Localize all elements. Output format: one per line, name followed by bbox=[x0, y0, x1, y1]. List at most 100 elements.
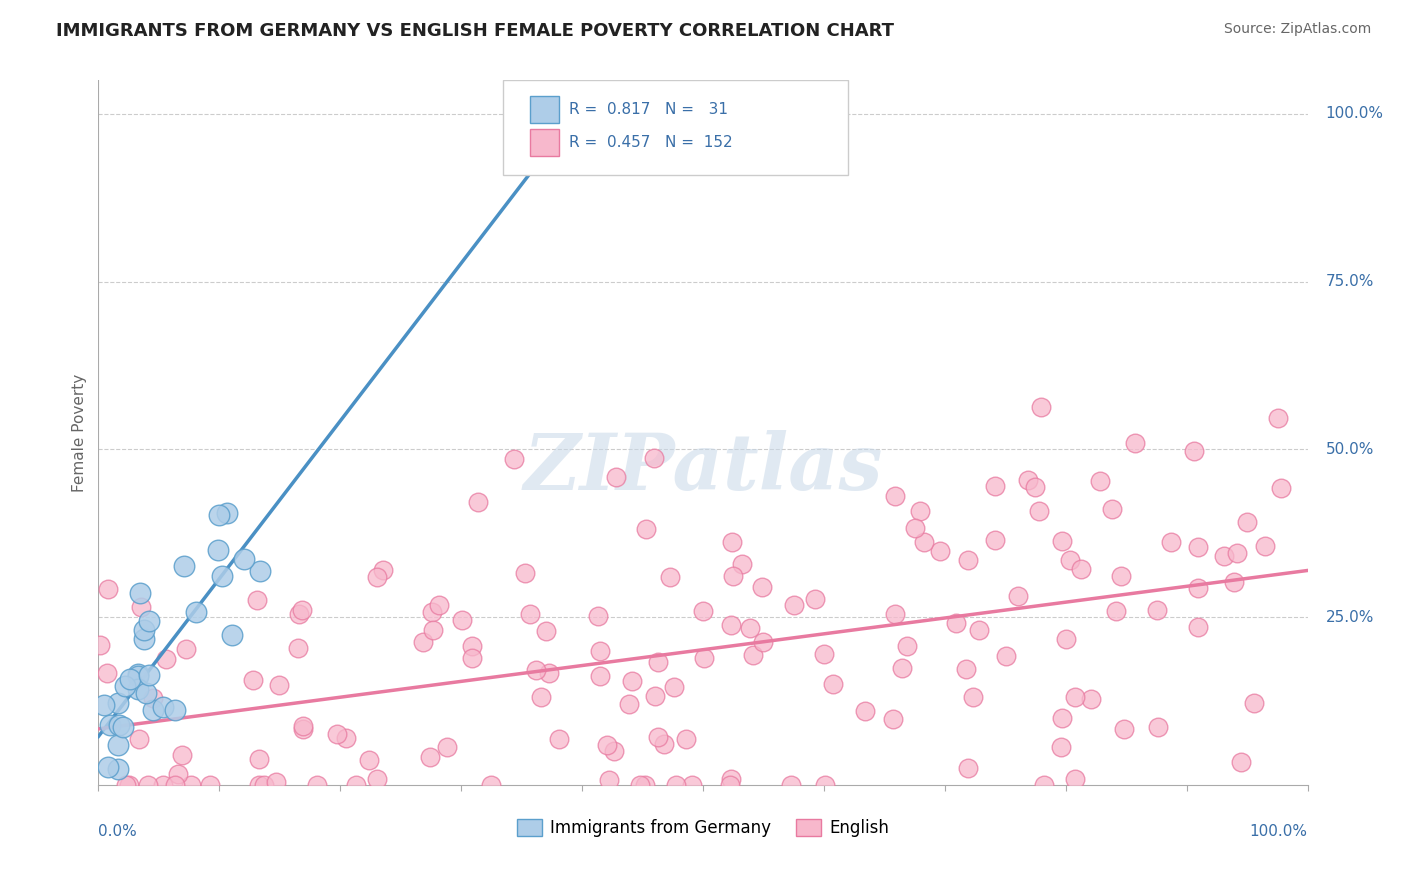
Point bbox=[721, 569, 744, 583]
Point bbox=[120, 672, 142, 686]
Point bbox=[912, 535, 935, 549]
Point bbox=[287, 640, 309, 655]
Point bbox=[1028, 503, 1050, 517]
Point bbox=[658, 569, 681, 583]
Point bbox=[422, 623, 444, 637]
Point bbox=[115, 778, 138, 792]
Point bbox=[97, 582, 120, 596]
Point bbox=[128, 731, 150, 746]
Point bbox=[127, 666, 149, 681]
Bar bbox=[530, 95, 560, 122]
Point bbox=[174, 642, 197, 657]
Point bbox=[1114, 722, 1136, 736]
Point bbox=[1054, 632, 1077, 646]
Point bbox=[908, 504, 931, 518]
Point bbox=[198, 778, 221, 792]
Point bbox=[127, 668, 149, 682]
Point bbox=[461, 639, 484, 653]
Point bbox=[536, 624, 558, 638]
Point bbox=[427, 598, 450, 612]
Point bbox=[108, 718, 131, 732]
Point bbox=[1024, 480, 1046, 494]
Point bbox=[269, 678, 291, 692]
Point bbox=[359, 753, 381, 767]
FancyBboxPatch shape bbox=[503, 80, 848, 176]
Point bbox=[246, 592, 269, 607]
Point bbox=[371, 564, 394, 578]
Point bbox=[1187, 581, 1209, 595]
Point bbox=[217, 506, 239, 520]
Point bbox=[173, 558, 195, 573]
Point bbox=[93, 698, 115, 712]
Point bbox=[184, 605, 207, 619]
Point bbox=[1064, 690, 1087, 704]
Point bbox=[644, 690, 666, 704]
Point bbox=[98, 718, 121, 732]
Point bbox=[134, 632, 156, 647]
Point bbox=[366, 569, 388, 583]
Point bbox=[117, 778, 139, 792]
Point bbox=[967, 623, 990, 637]
Point bbox=[884, 607, 907, 622]
Point bbox=[112, 720, 135, 734]
Point bbox=[1105, 604, 1128, 618]
Point bbox=[1226, 546, 1249, 560]
Point bbox=[537, 666, 560, 681]
Text: 100.0%: 100.0% bbox=[1326, 106, 1384, 121]
Y-axis label: Female Poverty: Female Poverty bbox=[72, 374, 87, 491]
Point bbox=[419, 750, 441, 764]
Point bbox=[1064, 772, 1087, 787]
Point bbox=[152, 700, 174, 714]
Point bbox=[634, 522, 657, 536]
Point bbox=[180, 778, 202, 792]
Point bbox=[994, 649, 1017, 664]
Point bbox=[1088, 474, 1111, 488]
Point bbox=[519, 607, 541, 621]
Point bbox=[291, 603, 314, 617]
Point bbox=[945, 615, 967, 630]
Point bbox=[813, 647, 835, 661]
Point bbox=[138, 614, 160, 628]
Point bbox=[929, 544, 952, 558]
Point bbox=[1050, 739, 1073, 754]
Point bbox=[617, 697, 640, 711]
Text: R =  0.817   N =   31: R = 0.817 N = 31 bbox=[569, 102, 728, 117]
Point bbox=[247, 752, 270, 766]
Point bbox=[233, 552, 256, 566]
Point bbox=[1109, 568, 1132, 582]
Point bbox=[1243, 696, 1265, 710]
Point bbox=[779, 778, 801, 792]
Point bbox=[266, 775, 288, 789]
Point bbox=[1059, 553, 1081, 567]
Point bbox=[1236, 515, 1258, 529]
Point bbox=[97, 760, 120, 774]
Text: 100.0%: 100.0% bbox=[1250, 823, 1308, 838]
Point bbox=[675, 732, 697, 747]
Point bbox=[1146, 603, 1168, 617]
Point bbox=[1267, 411, 1289, 425]
Point bbox=[738, 621, 761, 635]
Point bbox=[855, 704, 877, 718]
Text: ZIPatlas: ZIPatlas bbox=[523, 430, 883, 506]
Point bbox=[249, 778, 271, 792]
Point bbox=[643, 450, 665, 465]
Point bbox=[1230, 755, 1253, 769]
Point bbox=[479, 778, 502, 792]
Point bbox=[957, 552, 980, 566]
Point bbox=[1223, 575, 1246, 590]
Point bbox=[249, 564, 271, 578]
Point bbox=[346, 778, 368, 792]
Point bbox=[603, 744, 626, 758]
Point bbox=[647, 655, 669, 669]
Point bbox=[412, 635, 434, 649]
Point bbox=[1213, 549, 1236, 563]
Point bbox=[634, 778, 657, 792]
Point bbox=[221, 628, 243, 642]
Point bbox=[1050, 711, 1073, 725]
Point bbox=[287, 607, 309, 622]
Point bbox=[957, 761, 980, 775]
Point bbox=[127, 681, 149, 696]
Point bbox=[165, 778, 187, 792]
Point bbox=[742, 648, 765, 663]
Point bbox=[720, 617, 742, 632]
